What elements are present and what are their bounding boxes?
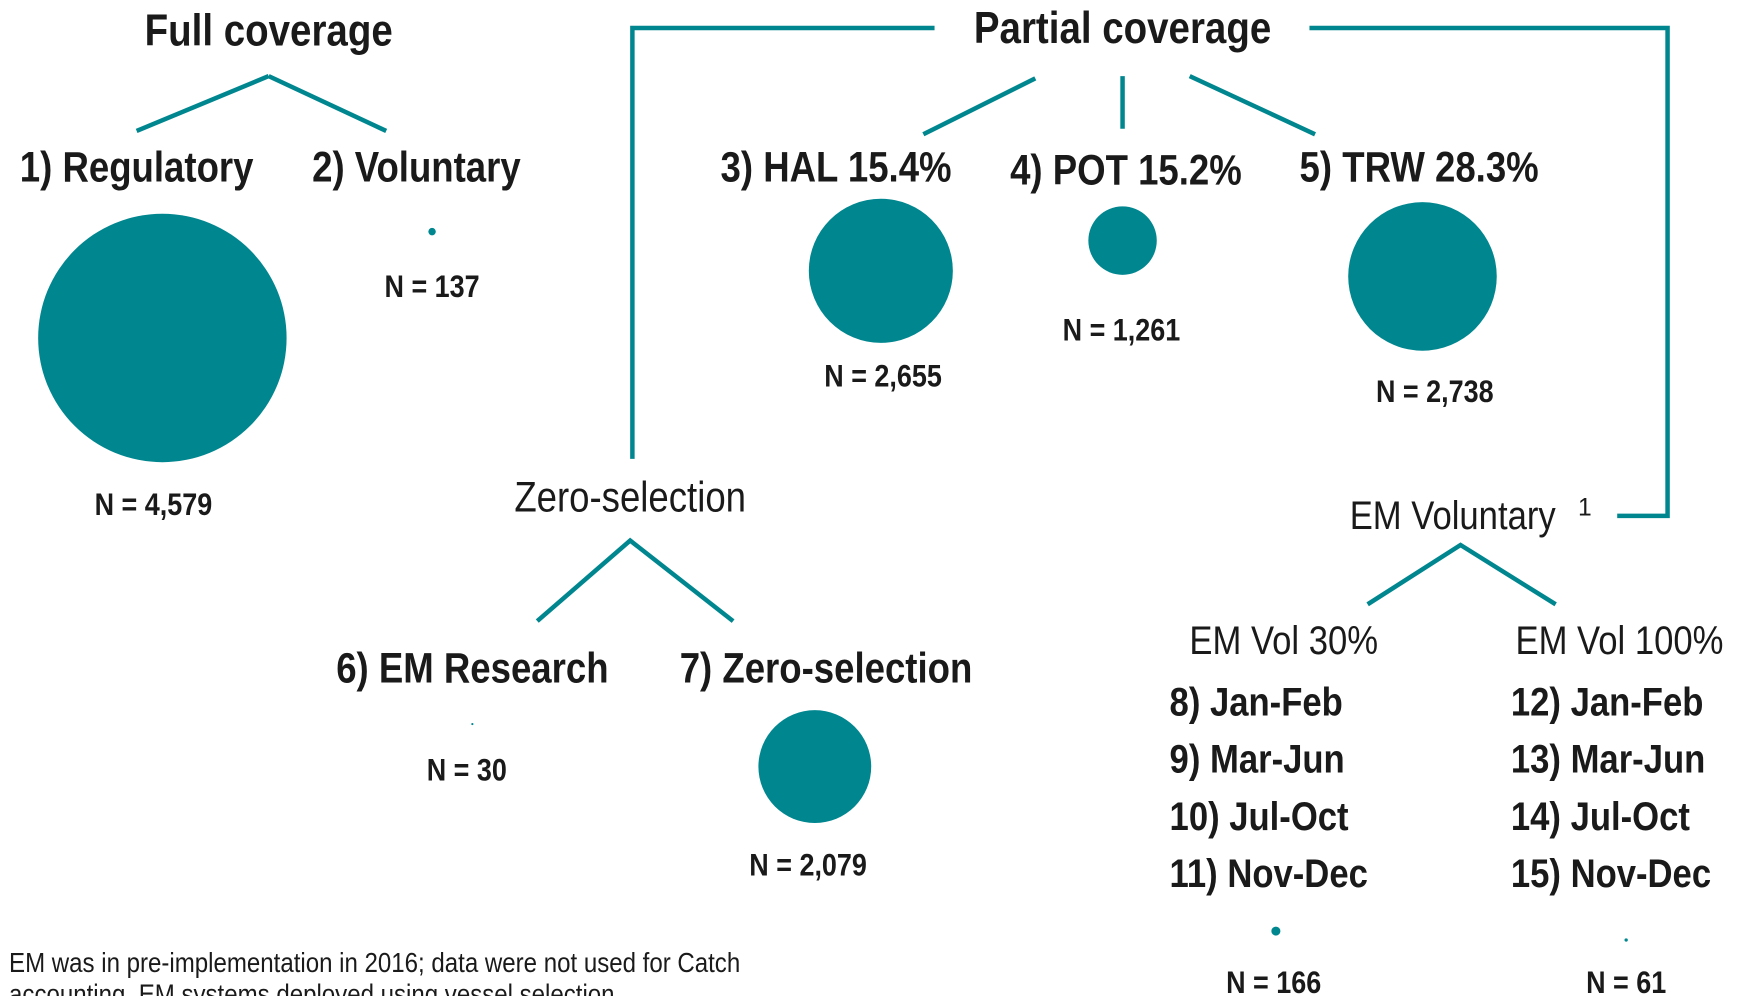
column-title: EM Vol 30% [1189,618,1378,663]
bracket [1309,25,1670,519]
period-label: 11) Nov-Dec [1170,850,1368,895]
subgroup-title: Zero-selection [514,474,746,521]
n-label: N = 2,079 [749,849,867,883]
period-label: 10) Jul-Oct [1170,793,1349,838]
period-label: 8) Jan-Feb [1170,679,1343,724]
bubble [1271,926,1281,936]
node-label: 3) HAL 15.4% [721,144,952,191]
n-label: N = 30 [427,754,507,788]
subgroup-title: EM Voluntary [1350,492,1556,537]
node-label: 5) TRW 28.3% [1300,144,1539,191]
connector [922,76,1037,137]
bracket [630,25,935,459]
node-label: 1) Regulatory [20,144,254,191]
bubble [471,722,474,726]
bubble [758,710,872,823]
n-label: N = 166 [1226,966,1321,996]
n-label: N = 1,261 [1063,314,1181,348]
period-label: 14) Jul-Oct [1511,793,1690,838]
node-label: 2) Voluntary [312,144,521,191]
node-label: 7) Zero-selection [680,645,973,692]
group-title: Partial coverage [974,2,1271,52]
group-title: Full coverage [145,5,393,55]
period-label: 15) Nov-Dec [1511,850,1711,895]
node-label: 6) EM Research [336,645,608,692]
n-label: N = 61 [1586,966,1666,996]
bubble [38,213,287,463]
footnote: EM was in pre-implementation in 2016; da… [9,946,740,978]
column-title: EM Vol 100% [1515,618,1723,663]
period-label: 9) Mar-Jun [1170,736,1345,781]
footnote-mark: 1 [1578,495,1592,522]
n-label: N = 4,579 [95,488,213,522]
n-label: N = 137 [385,270,480,304]
connectors [135,25,1670,623]
bubble [808,198,953,343]
connector [267,74,388,133]
connector [535,537,735,623]
period-label: 12) Jan-Feb [1511,679,1703,724]
footnote: accounting. EM systems deployed using ve… [9,978,621,996]
bubble [1088,206,1157,275]
connector [135,74,270,134]
node-label: 4) POT 15.2% [1010,147,1242,194]
connector [1188,74,1316,137]
n-label: N = 2,738 [1376,375,1494,409]
bubble [1348,202,1497,351]
n-label: N = 2,655 [824,360,942,394]
bubble [1624,938,1628,942]
period-label: 13) Mar-Jun [1511,736,1705,781]
bubble [428,227,436,236]
connector [1366,542,1557,607]
